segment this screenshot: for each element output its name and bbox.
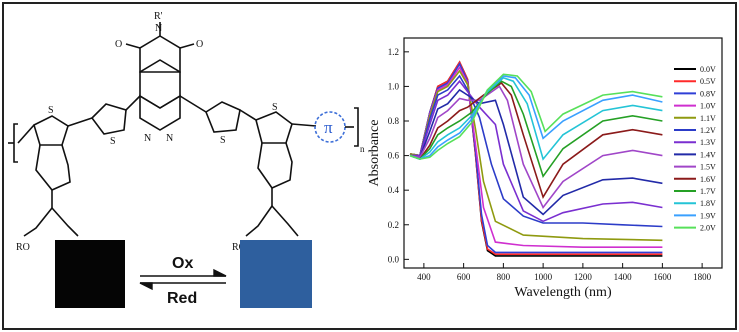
thiophene-s-label-3: S [220,135,226,146]
legend-label: 1.5V [700,163,716,172]
legend-label: 1.7V [700,187,716,196]
side-chain-ro-left: RO [16,242,30,253]
series-line-1_3V [410,79,663,223]
polymer-structure [8,22,359,237]
thiophene-s-label-1: S [48,105,54,116]
legend-label: 0.0V [700,65,716,74]
ox-label: Ox [172,255,193,272]
series-line-1_4V [409,88,663,216]
thiophene-ring-2 [90,103,127,135]
legend-label: 1.3V [700,138,716,147]
repeat-bracket-right [354,107,359,147]
oxidized-state-swatch [240,240,312,308]
pyridazine-ring [139,94,181,131]
imide-ring [139,35,181,73]
x-ticks: 400 600 800 1000 1200 1400 1600 1800 [417,263,712,282]
series-line-1_5V [409,85,663,210]
legend-label: 0.5V [700,77,716,86]
series-line-1_2V [410,74,663,228]
dioxepine-ring-right [257,142,293,189]
legend-label: 1.4V [700,150,716,159]
reduced-state-swatch [55,240,125,308]
thiophene-ring-3 [205,101,241,133]
legend-label: 1.0V [700,102,716,111]
series-line-2_0V [409,73,663,160]
x-tick-label: 1600 [653,272,672,282]
aza-n-left: N [144,133,151,144]
imide-o-left: O [115,39,122,50]
redox-arrows [139,268,227,291]
thiophene-s-label-4: S [272,102,278,113]
thiophene-s-label-2: S [110,136,116,147]
y-tick-label: 0.6 [388,151,400,161]
y-tick-label: 1.2 [388,47,399,57]
dioxepine-ring-left [35,144,71,191]
x-tick-label: 1400 [614,272,633,282]
legend-label: 0.8V [700,89,716,98]
x-tick-label: 1800 [693,272,712,282]
pi-label: π [324,118,333,137]
legend-label: 1.1V [700,114,716,123]
x-tick-label: 1000 [534,272,553,282]
x-tick-label: 1200 [574,272,593,282]
legend: 0.0V 0.5V 0.8V 1.0V 1.1V 1.2V 1.3V 1.4V 1.5V 1.6V… [674,65,716,233]
aza-n-right: N [166,133,173,144]
y-ticks: 0.0 0.2 0.4 0.6 0.8 1.0 1.2 [388,47,409,264]
thiophene-ring-right-outer [255,111,293,144]
x-axis-label: Wavelength (nm) [514,285,612,300]
y-tick-label: 0.4 [388,185,400,195]
red-label: Red [167,290,197,307]
y-tick-label: 0.0 [388,254,400,264]
legend-label: 1.9V [700,211,716,220]
imide-substituent: R' [154,11,163,22]
y-tick-label: 0.2 [388,220,399,230]
legend-label: 2.0V [700,224,716,233]
series-line-1_1V [409,69,663,242]
repeat-subscript: n [360,144,365,154]
plot-area [403,37,723,269]
legend-label: 1.6V [700,175,716,184]
x-tick-label: 600 [457,272,471,282]
y-tick-label: 0.8 [388,116,400,126]
legend-label: 1.8V [700,199,716,208]
x-tick-label: 400 [417,272,431,282]
legend-label: 1.2V [700,126,716,135]
series-line-1_7V [409,80,663,179]
series-lines [409,60,663,257]
y-axis-label: Absorbance [367,120,382,187]
absorbance-chart: 400 600 800 1000 1200 1400 1600 1800 0.00.20.40… [367,37,723,300]
imide-o-right: O [196,39,203,50]
series-line-1_8V [409,76,663,161]
thiophene-ring-left-outer [33,115,69,146]
x-tick-label: 800 [497,272,511,282]
y-tick-label: 1.0 [388,81,400,91]
side-chain-ro-right: RO [232,242,246,253]
imide-n: N [155,23,162,34]
